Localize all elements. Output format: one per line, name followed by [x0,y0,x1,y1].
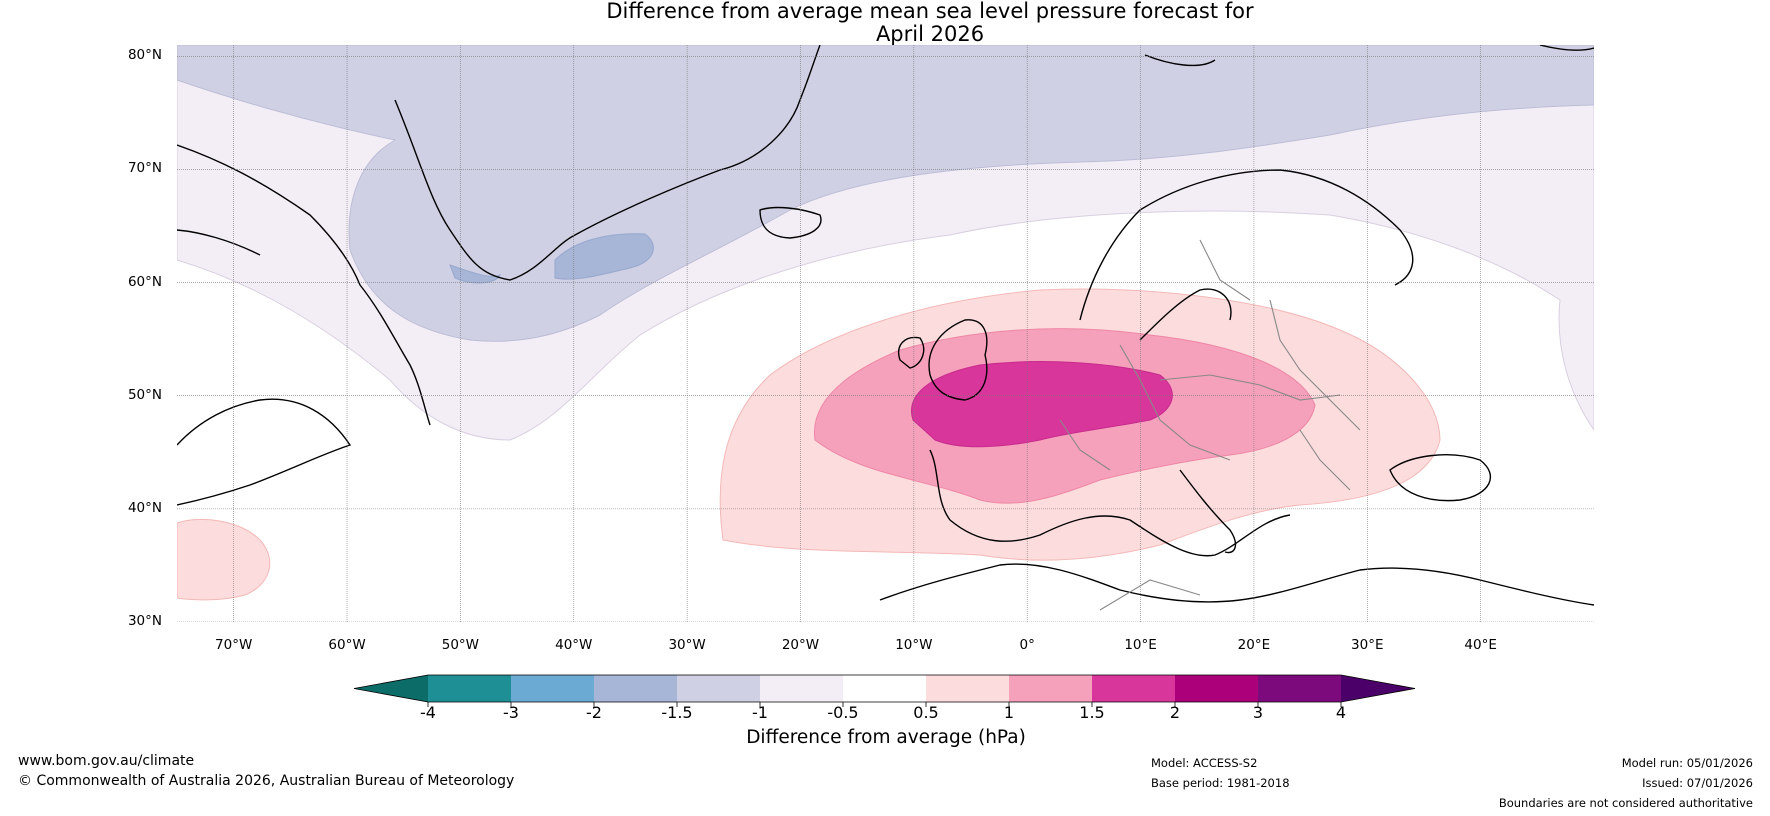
anomaly-contour-minus-1 [177,45,1594,342]
anomaly-contour-minus-1-5-b [449,264,502,284]
colorbar-extend-high [1341,675,1415,702]
colorbar-tick-label: 3 [1252,703,1264,722]
footer-issued: Issued: 07/01/2026 [1642,776,1753,790]
longitude-tick-label: 50°W [441,637,480,653]
longitude-tick-label: 30°W [668,637,706,653]
latitude-tick-label: 70°N [127,160,162,177]
colorbar-tick-label: 0.5 [913,703,939,722]
colorbar-tick-label: 1 [1003,703,1015,722]
colorbar-tick-label: -2 [586,703,602,722]
graticule [177,45,1594,622]
colorbar-bin [760,675,843,702]
latitude-tick-label: 60°N [127,273,162,290]
colorbar-tick-label: -0.5 [827,703,859,722]
footer-website: www.bom.gov.au/climate [18,753,195,769]
longitude-tick-label: 40°E [1464,637,1497,653]
longitude-tick-label: 40°W [555,637,593,653]
latitude-tick-label: 30°N [127,613,162,629]
colorbar-bin [1092,675,1175,702]
country-borders [1059,239,1361,611]
footer-model-run: Model run: 05/01/2026 [1621,756,1753,770]
anomaly-contour-plus-1-5 [911,361,1173,448]
latitude-tick-label: 80°N [127,47,162,64]
anomaly-contour-minus-1-5 [554,233,654,280]
colorbar-bin [511,675,594,702]
colorbar-bin [926,675,1009,702]
longitude-tick-label: 10°W [895,637,933,653]
colorbar-bin [428,675,511,702]
colorbar-tick-label: -1 [752,703,768,722]
colorbar-tick-label: -3 [503,703,519,722]
colorbar-tick-label: -1.5 [661,703,693,722]
colorbar-bin [1175,675,1258,702]
colorbar-tick-label: -4 [420,703,436,722]
colorbar-bin [843,675,926,702]
footer-disclaimer: Boundaries are not considered authoritat… [1498,796,1753,810]
colorbar-extend-low [354,675,428,702]
longitude-tick-label: 20°E [1237,637,1271,653]
longitude-tick-label: 10°E [1124,637,1157,653]
footer-copyright: © Commonwealth of Australia 2026, Austra… [18,773,515,789]
colorbar-tick-label: 4 [1335,703,1347,722]
colorbar-tick-label: 1.5 [1079,703,1105,722]
longitude-tick-label: 60°W [328,637,366,653]
map-title: Difference from average mean sea level p… [0,0,1770,46]
latitude-tick-label: 50°N [127,386,162,403]
longitude-tick-label: 0° [1019,637,1035,653]
footer-base-period: Base period: 1981-2018 [1151,776,1290,790]
colorbar-bin [1258,675,1341,702]
latitude-tick-label: 40°N [127,499,162,516]
colorbar-label: Difference from average (hPa) [746,727,1026,748]
colorbar-bin [1009,675,1092,702]
colorbar-bin [677,675,760,702]
colorbar-tick-label: 2 [1169,703,1181,722]
longitude-tick-label: 20°W [781,637,820,653]
colorbar-bin [594,675,677,702]
footer-model: Model: ACCESS-S2 [1151,756,1258,770]
title-line-1: Difference from average mean sea level p… [606,0,1254,23]
coastlines [177,45,1594,606]
title-line-2: April 2026 [875,22,985,46]
longitude-tick-label: 70°W [215,637,253,653]
longitude-tick-label: 30°E [1351,637,1384,653]
anomaly-contour-plus-0-5-west [177,518,271,601]
